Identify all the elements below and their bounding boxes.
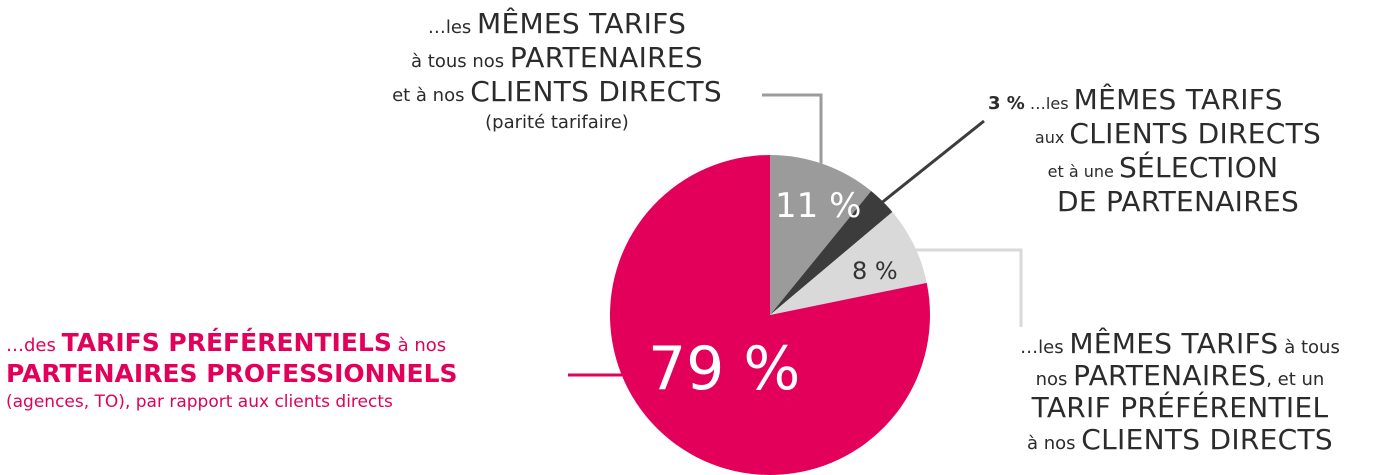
annotation-top: …les MÊMES TARIFS à tous nos PARTENAIRES… [352, 10, 762, 132]
annotation-right-bottom: …les MÊMES TARIFS à tous nos PARTENAIRES… [1020, 327, 1340, 456]
pie-slice-79 [609, 155, 930, 475]
leader-line-three-pct [879, 119, 985, 206]
annotation-left: …des TARIFS PRÉFÉRENTIELS à nos PARTENAI… [6, 328, 458, 412]
leader-line-eight-pct [905, 248, 1023, 327]
pie-slice-11 [770, 155, 872, 315]
annotation-top-note: (parité tarifaire) [485, 112, 629, 133]
slice-label-79: 79 % [648, 334, 801, 404]
slice-label-8: 8 % [852, 257, 898, 285]
annotation-right-top: 3 % …les MÊMES TARIFS aux CLIENTS DIRECT… [988, 83, 1322, 218]
pie-slice-8 [770, 211, 927, 315]
pie-slice-3 [770, 191, 893, 315]
three-pct-label: 3 % [988, 93, 1025, 114]
slice-label-11: 11 % [775, 186, 862, 226]
leader-line-top [762, 93, 823, 172]
